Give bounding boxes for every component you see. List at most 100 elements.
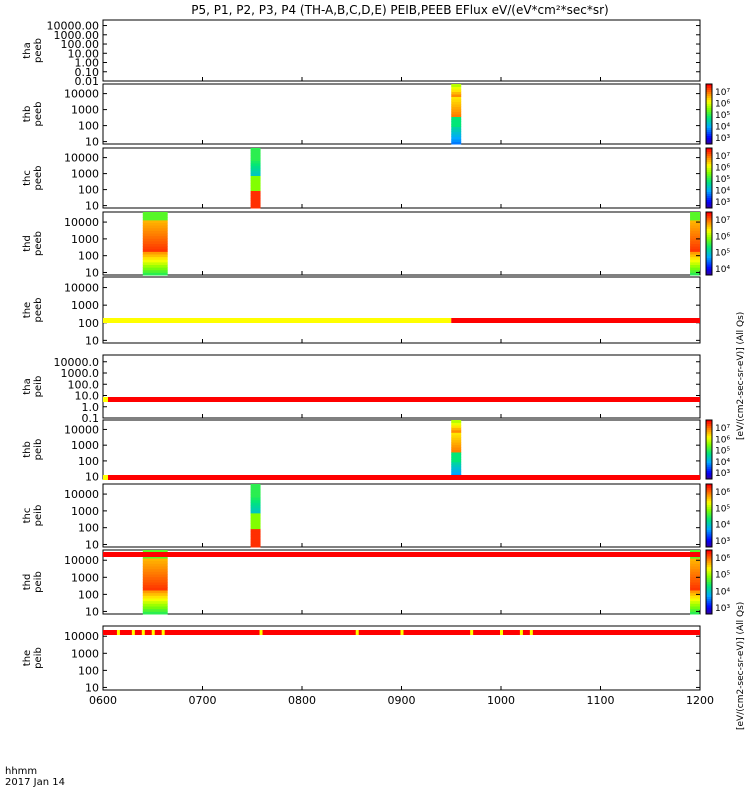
colorbar-tick-label: 10⁴ <box>715 587 730 597</box>
spectrogram-cell <box>142 571 168 575</box>
colorbar-swatch <box>706 86 712 89</box>
spectrogram-cell <box>250 170 261 174</box>
spectrogram-cell <box>142 560 168 564</box>
spectrogram-cell <box>142 582 168 586</box>
spectrogram-cell <box>690 217 700 221</box>
spectrogram-cell <box>142 606 168 610</box>
spectrogram-cell <box>142 587 168 591</box>
colorbar-swatch <box>706 459 712 462</box>
spectrogram-cell <box>451 427 462 431</box>
status-bar-thd_peib <box>103 630 700 635</box>
colorbar-swatch <box>706 471 712 474</box>
colorbar-swatch <box>706 494 712 498</box>
y-tick-label: 10.00 <box>68 47 100 60</box>
colorbar-swatch <box>706 611 712 615</box>
status-bar-marker <box>161 630 165 635</box>
spectrogram-burst <box>142 212 168 276</box>
y-tick-label: 0.10 <box>75 66 100 79</box>
colorbar-swatch <box>706 465 712 468</box>
colorbar-swatch <box>706 84 712 87</box>
spectrogram-cell <box>142 212 168 216</box>
status-bar-marker <box>141 630 145 635</box>
y-tick-label: 1.00 <box>75 57 100 70</box>
colorbar-swatch <box>706 532 712 535</box>
colorbar-swatch <box>706 214 712 217</box>
colorbar-swatch <box>706 542 712 546</box>
colorbar-swatch <box>706 513 712 516</box>
colorbar-swatch <box>706 226 712 230</box>
spectrogram-cell <box>451 109 462 112</box>
colorbar-swatch <box>706 509 712 512</box>
colorbar-swatch <box>706 590 712 594</box>
y-tick-label: 100 <box>78 588 99 601</box>
colorbar-swatch <box>706 220 712 223</box>
status-bar-marker <box>500 630 503 635</box>
colorbar-swatch <box>706 130 712 133</box>
colorbar-tick-label: 10³ <box>715 537 730 547</box>
colorbar-swatch <box>706 256 712 259</box>
spectrogram-cell <box>690 230 700 234</box>
colorbar-tick-label: 10⁴ <box>715 123 730 133</box>
spectrogram-cell <box>142 603 168 607</box>
spectrogram-cell <box>142 576 168 580</box>
spectrogram-cell <box>250 491 261 495</box>
colorbar-tick-label: 10⁴ <box>715 458 730 468</box>
plot-title: P5, P1, P2, P3, P4 (TH-A,B,C,D,E) PEIB,P… <box>191 3 608 17</box>
colorbar-swatch <box>706 98 712 101</box>
spectrogram-cell <box>250 520 261 524</box>
colorbar-swatch <box>706 247 712 251</box>
colorbar-swatch <box>706 192 712 195</box>
spectrogram-cell <box>451 461 462 465</box>
y-tick-label: 0.01 <box>75 75 100 88</box>
panel-frame <box>102 19 701 82</box>
colorbar-tick-label: 10⁶ <box>715 554 730 564</box>
spectrogram-cell <box>690 595 700 599</box>
spectrogram-cell <box>451 121 462 125</box>
colorbar-tick-label: 10⁵ <box>715 571 730 581</box>
colorbar-swatch <box>706 609 712 613</box>
colorbar-swatch <box>706 544 712 548</box>
colorbar-swatch <box>706 148 712 151</box>
spectrogram-cell <box>250 183 261 186</box>
spectrogram-cell <box>690 248 700 252</box>
colorbar-swatch <box>706 178 712 181</box>
colorbar-swatch <box>706 421 712 425</box>
colorbar-swatch <box>706 241 712 244</box>
colorbar-swatch <box>706 552 712 555</box>
status-bar-thc_peib <box>103 552 700 557</box>
y-tick-label: 10 <box>85 200 99 213</box>
colorbar-swatch <box>706 599 712 602</box>
spectrogram-cell <box>142 235 168 239</box>
colorbar-swatch <box>706 562 712 566</box>
colorbar-swatch <box>706 603 712 606</box>
x-footer-hhmm: hhmm <box>5 766 37 777</box>
panel-frame <box>102 211 701 276</box>
spectrogram-cell <box>142 248 168 252</box>
y-tick-label: 10000 <box>64 423 99 436</box>
spectrogram-cell <box>690 568 700 572</box>
spectrogram-cell <box>142 592 168 596</box>
x-tick-label: 0900 <box>388 694 416 707</box>
spectrogram-cell <box>142 574 168 578</box>
colorbar-swatch <box>706 260 712 263</box>
spectrogram-cell <box>250 188 261 191</box>
spectrogram-cell <box>451 106 462 110</box>
spectrogram-cell <box>250 163 261 166</box>
colorbar-swatch <box>706 463 712 466</box>
spectrogram-cell <box>250 489 261 493</box>
spectrogram-cell <box>142 225 168 229</box>
colorbar-tick-label: 10⁶ <box>715 164 730 174</box>
status-bar-segment <box>103 397 108 402</box>
y-tick-label: 1000 <box>71 647 99 660</box>
status-bar-marker <box>355 630 359 635</box>
colorbar-swatch <box>706 558 712 562</box>
x-tick-label: 1000 <box>487 694 515 707</box>
colorbar-swatch <box>706 126 712 129</box>
colorbar-swatch <box>706 158 712 161</box>
colorbar-tick-label: 10⁷ <box>715 152 730 162</box>
x-tick-label: 0800 <box>288 694 316 707</box>
colorbar-tick-label: 10⁴ <box>715 521 730 531</box>
y-tick-label: 10000.0 <box>54 356 100 369</box>
spectrogram-cell <box>142 558 168 562</box>
panel-label-probe: thc <box>22 508 33 524</box>
